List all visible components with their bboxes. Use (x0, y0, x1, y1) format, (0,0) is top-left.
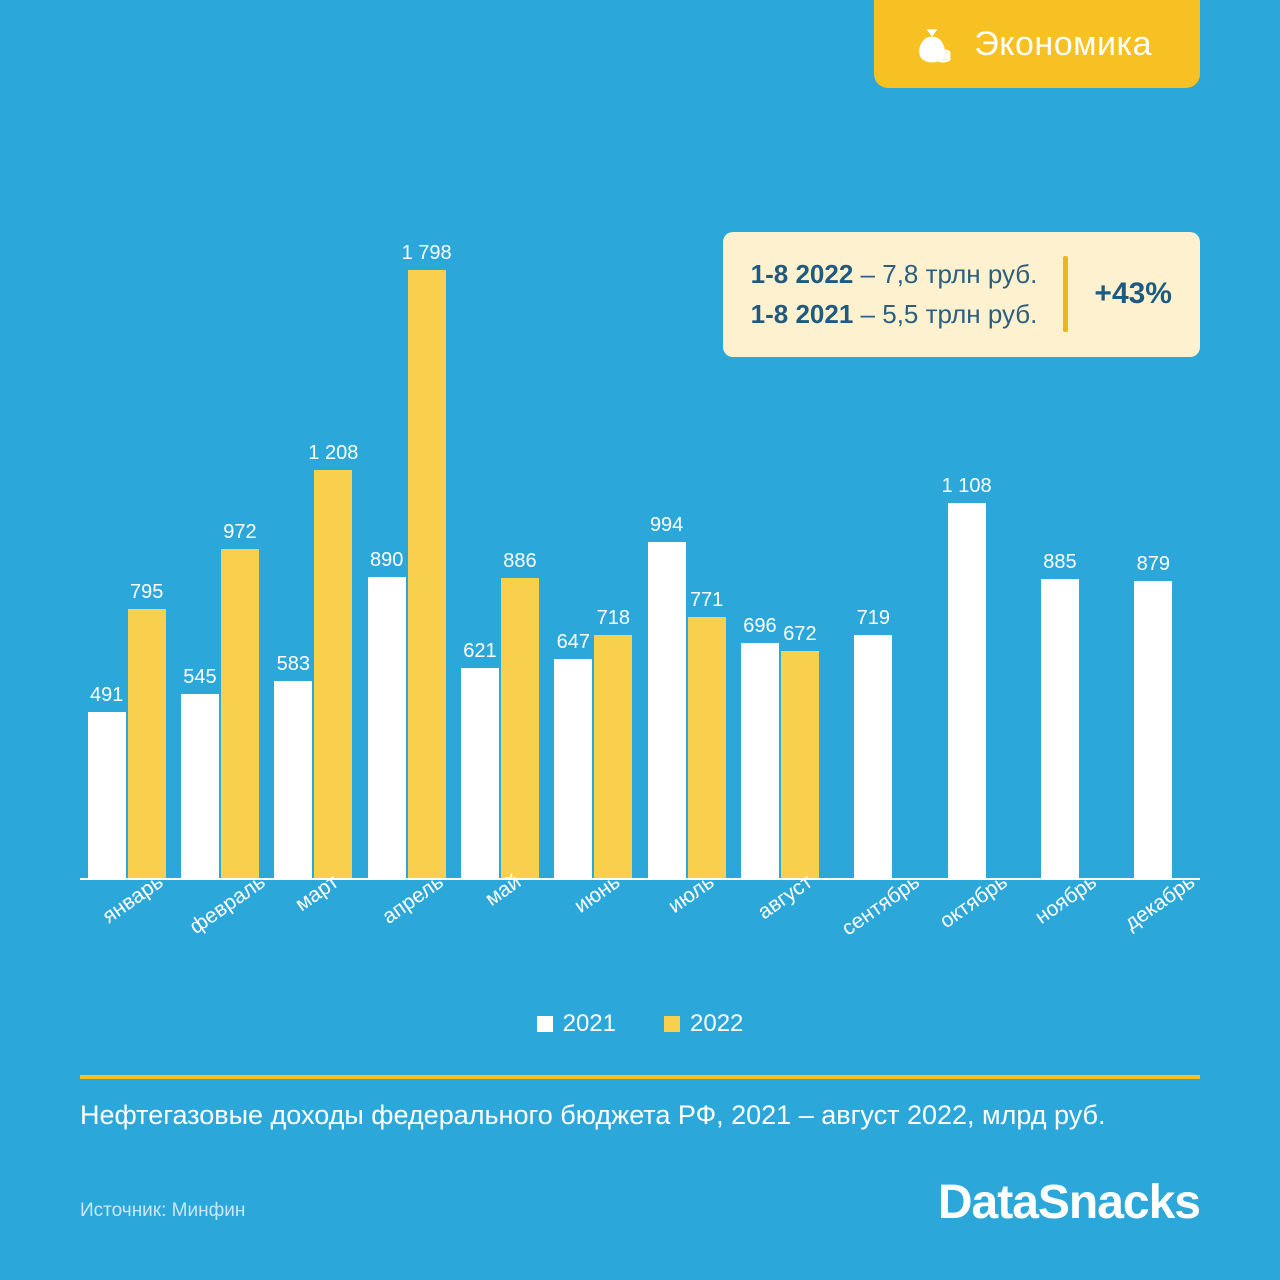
month-label: январь (98, 870, 168, 929)
bar-2021: 885 (1041, 579, 1079, 878)
bar-2022: 672 (781, 651, 819, 878)
footer-rule (80, 1075, 1200, 1079)
bar-value-2021: 621 (463, 640, 496, 663)
bar-value-2021: 696 (743, 615, 776, 638)
month-label: февраль (185, 870, 270, 939)
bar-rect-2022 (408, 270, 446, 878)
bar-2021: 491 (88, 712, 126, 878)
month-group: 719сентябрь (827, 635, 920, 878)
bars-row: 491795январь545972февраль5831 208март890… (80, 270, 1200, 880)
bar-rect-2021 (88, 712, 126, 878)
month-label: ноябрь (1031, 870, 1102, 929)
bar-rect-2021 (1134, 581, 1172, 878)
month-label: август (754, 870, 818, 925)
bar-value-2022: 672 (783, 623, 816, 646)
month-label: декабрь (1121, 870, 1200, 936)
bar-2021: 696 (741, 643, 779, 878)
legend-swatch-2022 (664, 1016, 680, 1032)
month-group: 879декабрь (1107, 581, 1200, 878)
bar-value-2021: 583 (277, 653, 310, 676)
bar-value-2022: 718 (597, 607, 630, 630)
bar-rect-2021 (461, 668, 499, 878)
bar-value-2021: 994 (650, 514, 683, 537)
bar-value-2022: 1 208 (308, 442, 358, 465)
month-group: 994771июль (640, 542, 733, 878)
month-group: 545972февраль (173, 549, 266, 878)
bar-2022: 771 (688, 617, 726, 878)
bar-rect-2021 (741, 643, 779, 878)
bar-value-2021: 890 (370, 549, 403, 572)
legend-item-2021: 2021 (537, 1010, 616, 1038)
month-group: 885ноябрь (1013, 579, 1106, 878)
category-badge: Экономика (874, 0, 1200, 88)
chart-caption: Нефтегазовые доходы федерального бюджета… (80, 1100, 1200, 1131)
bar-2022: 795 (128, 609, 166, 878)
legend-swatch-2021 (537, 1016, 553, 1032)
bar-value-2021: 885 (1043, 551, 1076, 574)
bar-2021: 1 108 (948, 503, 986, 878)
bar-rect-2022 (688, 617, 726, 878)
bar-value-2022: 771 (690, 589, 723, 612)
bar-value-2021: 719 (857, 607, 890, 630)
bar-2021: 719 (854, 635, 892, 878)
bar-2021: 879 (1134, 581, 1172, 878)
legend-item-2022: 2022 (664, 1010, 743, 1038)
month-group: 8901 798апрель (360, 270, 453, 878)
bar-2021: 647 (554, 659, 592, 878)
bar-rect-2022 (781, 651, 819, 878)
bar-2021: 583 (274, 681, 312, 878)
bar-rect-2021 (648, 542, 686, 878)
month-label: октябрь (935, 870, 1012, 934)
legend: 2021 2022 (0, 1010, 1280, 1038)
category-label: Экономика (974, 25, 1152, 64)
month-label: апрель (378, 870, 448, 929)
bar-rect-2022 (128, 609, 166, 878)
bar-rect-2021 (1041, 579, 1079, 878)
bar-value-2021: 1 108 (942, 475, 992, 498)
bar-rect-2022 (314, 470, 352, 878)
bar-2022: 1 798 (408, 270, 446, 878)
month-group: 5831 208март (267, 470, 360, 878)
bar-2021: 621 (461, 668, 499, 878)
bar-value-2022: 795 (130, 581, 163, 604)
bar-rect-2021 (948, 503, 986, 878)
month-group: 696672август (733, 643, 826, 878)
bar-value-2021: 491 (90, 684, 123, 707)
month-group: 1 108октябрь (920, 503, 1013, 878)
bar-rect-2022 (501, 578, 539, 878)
brand-logo: DataSnacks (938, 1175, 1200, 1230)
month-group: 647718июнь (547, 635, 640, 878)
bar-2021: 994 (648, 542, 686, 878)
source-note: Источник: Минфин (80, 1200, 245, 1222)
bar-2022: 886 (501, 578, 539, 878)
bar-rect-2021 (854, 635, 892, 878)
legend-label-2021: 2021 (563, 1010, 616, 1038)
bar-2021: 890 (368, 577, 406, 878)
month-group: 621886май (453, 578, 546, 878)
bar-value-2021: 545 (183, 666, 216, 689)
bar-2022: 718 (594, 635, 632, 878)
bar-value-2021: 879 (1137, 553, 1170, 576)
bar-rect-2021 (368, 577, 406, 878)
bar-chart: 491795январь545972февраль5831 208март890… (80, 270, 1200, 970)
bar-rect-2021 (554, 659, 592, 878)
bar-2022: 972 (221, 549, 259, 878)
bar-value-2021: 647 (557, 631, 590, 654)
bar-2022: 1 208 (314, 470, 352, 878)
month-label: сентябрь (838, 870, 925, 941)
money-bag-icon (910, 22, 954, 66)
bar-rect-2021 (181, 694, 219, 878)
month-group: 491795январь (80, 609, 173, 878)
bar-rect-2022 (594, 635, 632, 878)
bar-value-2022: 1 798 (402, 242, 452, 265)
bar-value-2022: 972 (223, 521, 256, 544)
legend-label-2022: 2022 (690, 1010, 743, 1038)
bar-rect-2021 (274, 681, 312, 878)
bar-2021: 545 (181, 694, 219, 878)
bar-value-2022: 886 (503, 550, 536, 573)
bar-rect-2022 (221, 549, 259, 878)
